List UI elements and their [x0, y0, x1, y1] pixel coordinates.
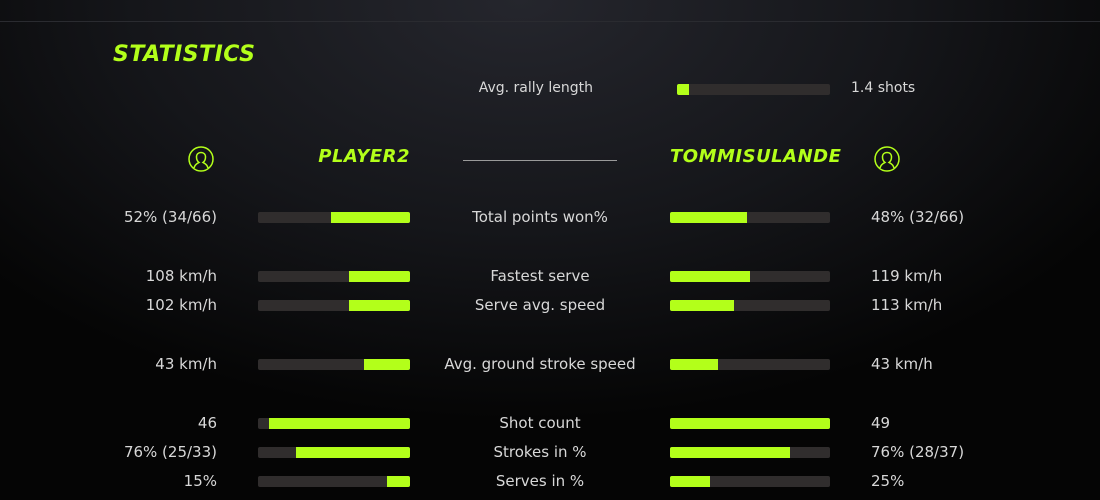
stat-left-bar-fill: [364, 359, 410, 370]
stat-left-bar-fill: [330, 212, 410, 223]
stat-left-value: 43 km/h: [155, 355, 217, 373]
stat-label: Serve avg. speed: [474, 296, 606, 314]
stat-label: Serves in %: [495, 472, 585, 490]
header-divider: [463, 160, 617, 161]
rally-value: 1.4 shots: [851, 80, 916, 96]
stat-right-value: 49: [871, 414, 891, 432]
stat-right-bar: [670, 271, 830, 282]
stat-left-bar-fill: [387, 476, 410, 487]
stat-right-value: 113 km/h: [871, 296, 943, 314]
stat-right-bar-fill: [670, 212, 747, 223]
stat-right-bar: [670, 359, 830, 370]
stat-left-bar-fill: [349, 300, 410, 311]
stat-right-bar-fill: [670, 476, 710, 487]
stat-left-bar: [258, 271, 410, 282]
stat-right-bar: [670, 418, 830, 429]
player-left-name: PLAYER2: [318, 146, 410, 167]
stat-right-bar-fill: [670, 271, 750, 282]
rally-bar-fill: [677, 84, 690, 95]
stat-left-bar-fill: [296, 447, 410, 458]
stat-left-bar-fill: [268, 418, 410, 429]
stat-right-bar: [670, 212, 830, 223]
stat-right-bar: [670, 476, 830, 487]
page-title: STATISTICS: [113, 42, 256, 67]
stat-right-bar-fill: [670, 359, 718, 370]
stat-left-bar-fill: [349, 271, 410, 282]
user-circle-icon: [874, 146, 900, 172]
stat-left-value: 52% (34/66): [123, 208, 217, 226]
stat-right-bar: [670, 447, 830, 458]
stat-right-bar-fill: [670, 418, 830, 429]
stat-label: Total points won%: [472, 208, 608, 226]
stat-left-bar: [258, 359, 410, 370]
stat-label: Fastest serve: [490, 267, 590, 285]
stat-left-value: 108 km/h: [145, 267, 217, 285]
stat-left-bar: [258, 476, 410, 487]
stat-label: Avg. ground stroke speed: [444, 355, 636, 373]
stat-left-value: 46: [197, 414, 217, 432]
stat-left-value: 76% (25/33): [123, 443, 217, 461]
stat-right-value: 48% (32/66): [871, 208, 965, 226]
player-right-name: TOMMISULANDE: [670, 146, 842, 167]
stat-left-value: 102 km/h: [145, 296, 217, 314]
stat-left-bar: [258, 300, 410, 311]
stat-right-value: 76% (28/37): [871, 443, 965, 461]
stat-label: Strokes in %: [493, 443, 587, 461]
stat-right-value: 25%: [871, 472, 905, 490]
stat-label: Shot count: [499, 414, 581, 432]
top-divider: [0, 21, 1100, 22]
stat-left-value: 15%: [183, 472, 217, 490]
user-circle-icon: [188, 146, 214, 172]
stat-right-bar-fill: [670, 447, 790, 458]
stat-right-bar: [670, 300, 830, 311]
stat-right-bar-fill: [670, 300, 734, 311]
rally-bar: [677, 84, 830, 95]
stat-left-bar: [258, 212, 410, 223]
rally-label: Avg. rally length: [478, 80, 593, 96]
stat-left-bar: [258, 418, 410, 429]
stat-right-value: 119 km/h: [871, 267, 943, 285]
stat-right-value: 43 km/h: [871, 355, 933, 373]
stat-left-bar: [258, 447, 410, 458]
